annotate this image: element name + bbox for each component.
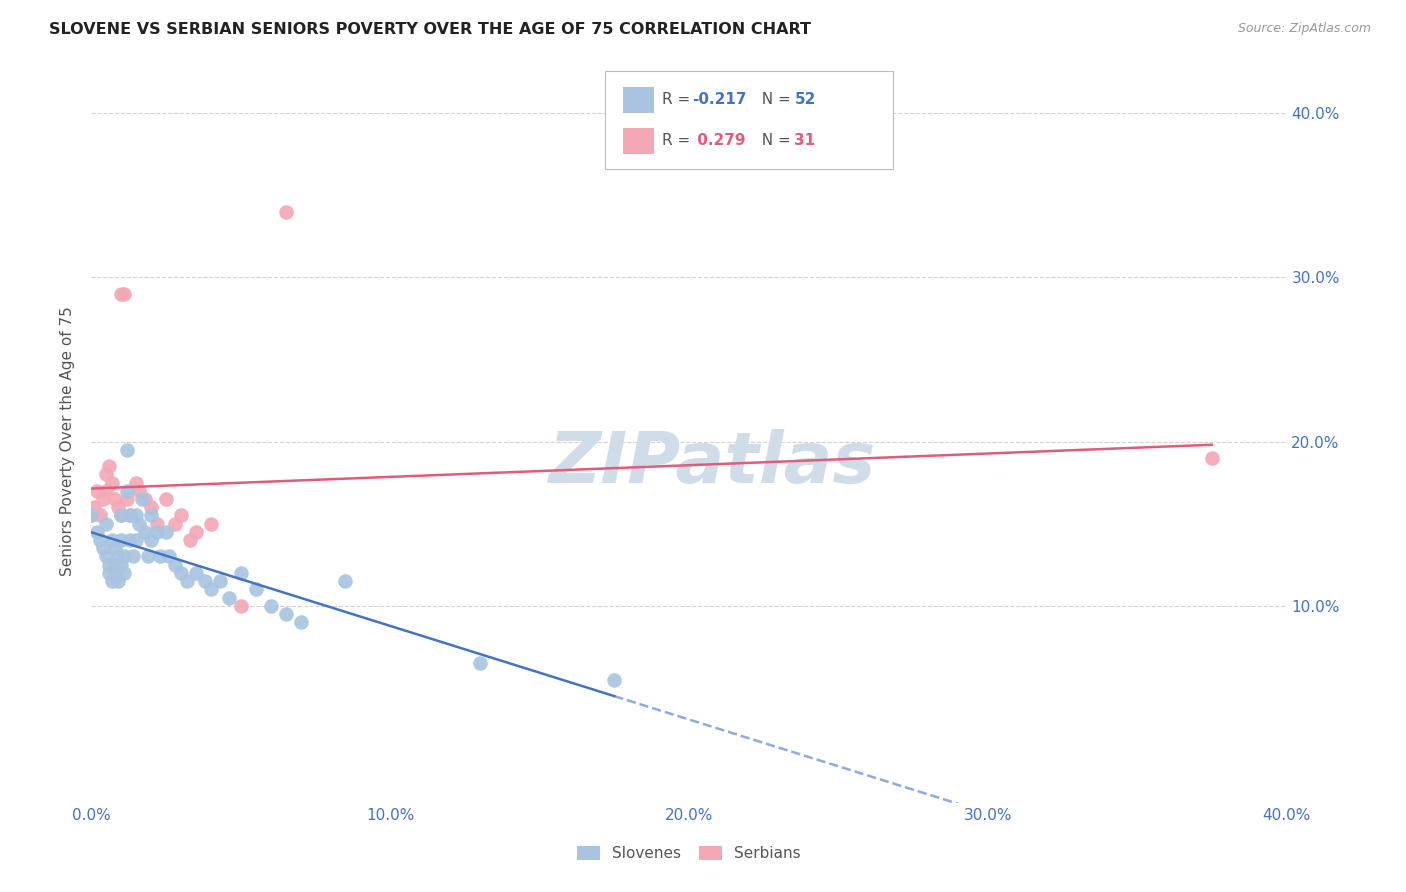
Point <box>208 574 231 588</box>
Point <box>176 574 198 588</box>
Point <box>110 558 132 572</box>
Text: 0.279: 0.279 <box>692 134 745 148</box>
Y-axis label: Seniors Poverty Over the Age of 75: Seniors Poverty Over the Age of 75 <box>60 307 76 576</box>
Point <box>83 500 105 515</box>
Point <box>128 483 150 498</box>
Text: 52: 52 <box>794 93 815 107</box>
Point <box>128 516 150 531</box>
Point <box>98 566 121 580</box>
Point <box>274 607 297 621</box>
Point <box>125 508 148 523</box>
Point <box>80 508 103 523</box>
Point <box>96 483 118 498</box>
Point <box>104 491 127 506</box>
Point <box>80 508 103 523</box>
Point <box>245 582 267 597</box>
Point <box>96 549 118 564</box>
Text: R =: R = <box>662 93 696 107</box>
Point <box>146 524 169 539</box>
Point <box>163 558 186 572</box>
Text: R =: R = <box>662 134 696 148</box>
Point <box>170 508 193 523</box>
Point <box>274 204 297 219</box>
Point <box>149 549 172 564</box>
Point <box>194 574 217 588</box>
Point <box>86 524 108 539</box>
Point <box>120 508 142 523</box>
Point <box>107 500 129 515</box>
Point <box>112 286 135 301</box>
Point <box>1201 450 1223 465</box>
Point <box>136 549 159 564</box>
Point <box>170 566 193 580</box>
Point <box>98 459 121 474</box>
Point <box>141 508 163 523</box>
Point <box>115 491 138 506</box>
Text: ZIPatlas: ZIPatlas <box>550 429 876 498</box>
Point <box>89 533 111 547</box>
Point <box>155 524 177 539</box>
Legend: Slovenes, Serbians: Slovenes, Serbians <box>571 840 807 867</box>
Point <box>125 533 148 547</box>
Point <box>468 657 491 671</box>
Text: -0.217: -0.217 <box>692 93 747 107</box>
Point <box>107 549 129 564</box>
Text: SLOVENE VS SERBIAN SENIORS POVERTY OVER THE AGE OF 75 CORRELATION CHART: SLOVENE VS SERBIAN SENIORS POVERTY OVER … <box>49 22 811 37</box>
Point <box>122 549 145 564</box>
Point <box>134 491 156 506</box>
Point <box>86 483 108 498</box>
Point <box>112 566 135 580</box>
Text: N =: N = <box>752 134 796 148</box>
Point <box>115 483 138 498</box>
Point <box>96 516 118 531</box>
Point <box>110 508 132 523</box>
Point <box>259 599 281 613</box>
Point <box>93 491 115 506</box>
Point <box>603 673 626 687</box>
Point <box>107 574 129 588</box>
Point <box>115 442 138 457</box>
Point <box>104 541 127 556</box>
Point <box>290 615 312 630</box>
Point <box>110 508 132 523</box>
Point <box>134 524 156 539</box>
Point <box>93 541 115 556</box>
Text: 31: 31 <box>794 134 815 148</box>
Point <box>335 574 357 588</box>
Point <box>98 558 121 572</box>
Text: Source: ZipAtlas.com: Source: ZipAtlas.com <box>1237 22 1371 36</box>
Point <box>229 599 252 613</box>
Point <box>89 508 111 523</box>
Point <box>104 558 127 572</box>
Point <box>141 533 163 547</box>
Point <box>200 582 222 597</box>
Point <box>101 533 124 547</box>
Point <box>110 286 132 301</box>
Point <box>110 533 132 547</box>
Point <box>101 475 124 490</box>
Point <box>184 524 207 539</box>
Text: N =: N = <box>752 93 796 107</box>
Point <box>218 591 240 605</box>
Point <box>157 549 180 564</box>
Point <box>184 566 207 580</box>
Point <box>200 516 222 531</box>
Point <box>125 475 148 490</box>
Point <box>146 516 169 531</box>
Point <box>101 574 124 588</box>
Point <box>120 508 142 523</box>
Point <box>141 500 163 515</box>
Point <box>120 533 142 547</box>
Point <box>104 566 127 580</box>
Point <box>229 566 252 580</box>
Point <box>131 491 153 506</box>
Point <box>179 533 201 547</box>
Point <box>96 467 118 482</box>
Point <box>155 491 177 506</box>
Point <box>112 549 135 564</box>
Point <box>163 516 186 531</box>
